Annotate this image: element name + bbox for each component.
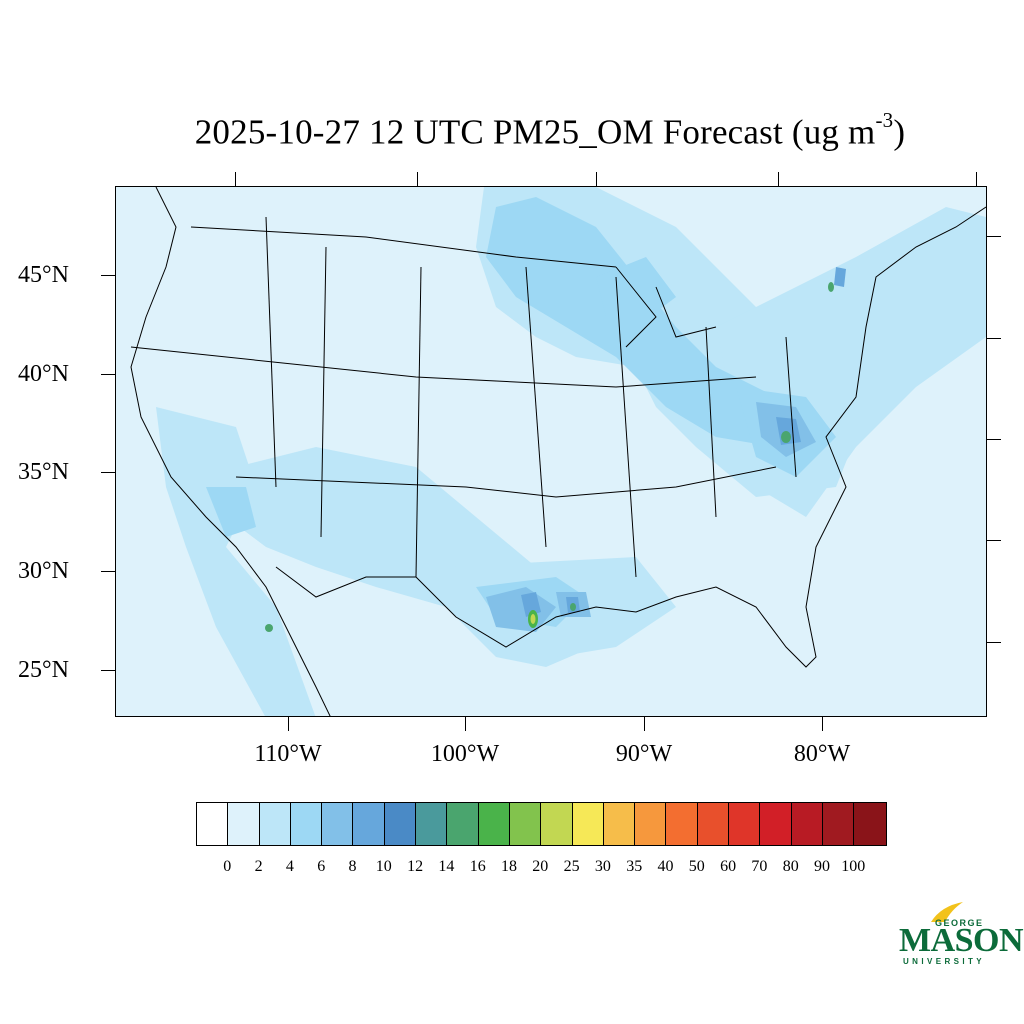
color-legend-swatch (791, 803, 823, 845)
color-legend-label: 25 (563, 858, 580, 875)
color-legend-label: 30 (594, 858, 611, 875)
forecast-map (115, 186, 987, 717)
color-legend-swatch (447, 803, 479, 845)
color-legend-swatch (416, 803, 448, 845)
right-tick (987, 642, 1001, 643)
boundary-lines (130, 187, 986, 716)
pm25-concentration-map (130, 187, 986, 716)
right-tick (987, 338, 1001, 339)
color-legend-label: 10 (375, 858, 392, 875)
longitude-label: 100°W (430, 741, 500, 767)
color-legend-label: 8 (348, 858, 357, 875)
color-legend-label: 2 (254, 858, 263, 875)
left-tick (101, 472, 115, 473)
george-mason-logo: GEORGE MASON UNIVERSITY (899, 900, 1024, 970)
color-legend-label: 16 (469, 858, 486, 875)
color-legend-label: 12 (407, 858, 424, 875)
color-legend-swatch (572, 803, 604, 845)
color-legend-swatch (760, 803, 792, 845)
bottom-tick (644, 717, 645, 731)
right-tick (987, 540, 1001, 541)
color-legend-label: 0 (223, 858, 232, 875)
color-legend-swatch (353, 803, 385, 845)
bottom-tick (822, 717, 823, 731)
top-tick (976, 172, 977, 186)
color-legend-label: 50 (688, 858, 705, 875)
color-legend (196, 802, 887, 846)
longitude-label: 80°W (793, 741, 851, 767)
color-legend-label: 100 (841, 858, 866, 875)
right-tick (987, 439, 1001, 440)
latitude-label: 35°N (18, 459, 69, 485)
top-tick (235, 172, 236, 186)
color-legend-label: 35 (626, 858, 643, 875)
color-legend-label: 20 (532, 858, 549, 875)
bottom-tick (288, 717, 289, 731)
logo-flame-icon (931, 902, 963, 922)
color-legend-swatch (290, 803, 323, 845)
map-title: 2025-10-27 12 UTC PM25_OM Forecast (ug m… (194, 108, 906, 152)
latitude-label: 30°N (18, 558, 69, 584)
color-legend-swatch (228, 803, 260, 845)
color-legend-label: 90 (814, 858, 830, 875)
bottom-tick (465, 717, 466, 731)
color-legend-swatch (478, 803, 510, 845)
color-legend-swatch (603, 803, 636, 845)
color-legend-swatch (697, 803, 730, 845)
color-legend-swatch (666, 803, 698, 845)
left-tick (101, 670, 115, 671)
longitude-label: 90°W (615, 741, 673, 767)
latitude-label: 25°N (18, 657, 69, 683)
color-legend-swatch (197, 803, 229, 845)
color-legend-swatch (822, 803, 855, 845)
top-tick (417, 172, 418, 186)
color-legend-swatch (259, 803, 291, 845)
logo-mason: MASON (899, 922, 1024, 959)
color-legend-label: 4 (285, 858, 294, 875)
color-legend-label: 80 (782, 858, 799, 875)
latitude-label: 45°N (18, 262, 69, 288)
color-legend-swatch (541, 803, 573, 845)
color-legend-label: 40 (657, 858, 674, 875)
color-legend-label: 6 (317, 858, 326, 875)
color-legend-swatch (854, 803, 886, 845)
color-legend-swatch (635, 803, 667, 845)
left-tick (101, 275, 115, 276)
top-tick (778, 172, 779, 186)
color-legend-label: 60 (720, 858, 737, 875)
longitude-label: 110°W (254, 741, 322, 767)
color-legend-swatch (729, 803, 761, 845)
color-legend-swatch (384, 803, 417, 845)
right-tick (987, 236, 1001, 237)
color-legend-label: 18 (501, 858, 517, 875)
latitude-label: 40°N (18, 361, 69, 387)
color-legend-swatch (322, 803, 354, 845)
left-tick (101, 374, 115, 375)
top-tick (596, 172, 597, 186)
concentration-layer (156, 187, 986, 716)
logo-george: GEORGE (935, 918, 984, 928)
logo-university: UNIVERSITY (903, 957, 986, 966)
color-legend-swatch (509, 803, 542, 845)
color-legend-label: 14 (438, 858, 455, 875)
left-tick (101, 571, 115, 572)
color-legend-label: 70 (751, 858, 768, 875)
